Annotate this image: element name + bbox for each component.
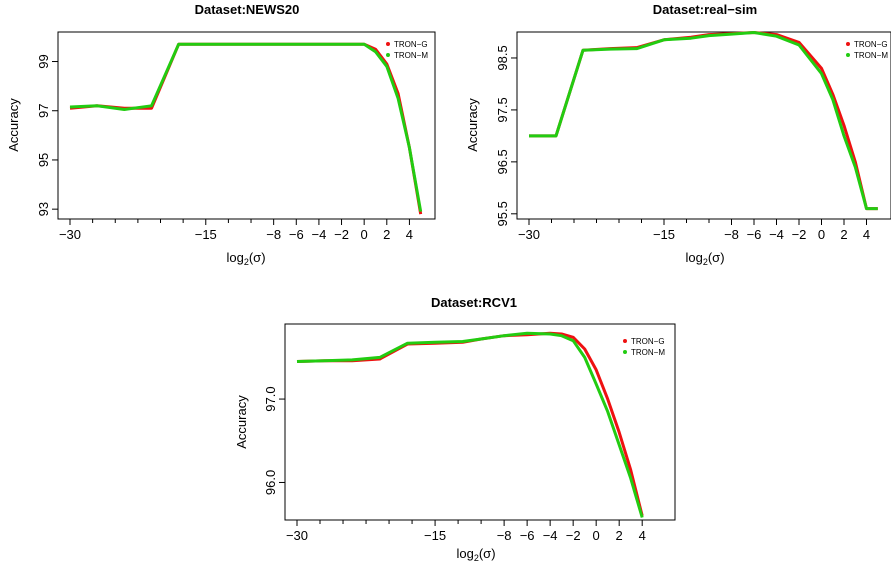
x-tick-label: −4 bbox=[311, 227, 326, 242]
x-tick-label: 2 bbox=[616, 528, 623, 543]
x-tick-label: −15 bbox=[195, 227, 217, 242]
series-line-tron-g bbox=[296, 331, 644, 517]
chart-rcv1: Dataset:RCV1 −30 −15 −8 −6 −4 −2 0 2 4 96.0 97.0 A… bbox=[234, 295, 676, 563]
x-tick-label: −30 bbox=[59, 227, 81, 242]
x-tick-label: −6 bbox=[289, 227, 304, 242]
x-axis-label: log2(σ) bbox=[226, 250, 265, 267]
chart-news20: Dataset:NEWS20 −30 −15 −8 −6 −4 −2 0 2 4 93 95 97 99… bbox=[6, 2, 436, 267]
plot-frame bbox=[57, 31, 436, 220]
chart-title: Dataset:NEWS20 bbox=[195, 2, 300, 17]
legend-marker bbox=[623, 339, 627, 343]
x-tick-label: 0 bbox=[818, 227, 825, 242]
legend-label: TRON−M bbox=[394, 51, 428, 60]
y-tick-label: 96.5 bbox=[495, 149, 510, 174]
legend-label: TRON−G bbox=[854, 40, 888, 49]
y-tick-label: 99 bbox=[36, 54, 51, 68]
x-tick-label: −8 bbox=[497, 528, 512, 543]
x-tick-label: −30 bbox=[518, 227, 540, 242]
y-axis-label: Accuracy bbox=[6, 98, 21, 152]
legend-marker bbox=[846, 53, 850, 57]
chart-title: Dataset:RCV1 bbox=[431, 295, 517, 310]
series-line-tron-m bbox=[69, 42, 423, 212]
legend-marker bbox=[846, 42, 850, 46]
x-tick-label: −8 bbox=[266, 227, 281, 242]
x-tick-label: 4 bbox=[406, 227, 413, 242]
series-line-tron-m bbox=[296, 331, 644, 518]
x-tick-label: 4 bbox=[639, 528, 646, 543]
x-axis-label: log2(σ) bbox=[685, 250, 724, 267]
x-tick-label: −4 bbox=[543, 528, 558, 543]
series-line-tron-m bbox=[529, 31, 878, 211]
y-tick-label: 97.0 bbox=[263, 386, 278, 411]
x-tick-label: −30 bbox=[286, 528, 308, 543]
x-tick-label: 0 bbox=[361, 227, 368, 242]
chart-real-sim: Dataset:real−sim −30 −15 −8 −6 −4 −2 0 2 4 95.5 96… bbox=[465, 2, 891, 267]
x-tick-label: −8 bbox=[724, 227, 739, 242]
series-line-tron-g bbox=[69, 42, 423, 215]
x-tick-label: −2 bbox=[334, 227, 349, 242]
legend-marker bbox=[386, 42, 390, 46]
x-tick-label: −6 bbox=[520, 528, 535, 543]
x-tick-label: −2 bbox=[792, 227, 807, 242]
plot-frame bbox=[516, 31, 891, 220]
x-tick-label: −15 bbox=[653, 227, 675, 242]
x-tick-label: 2 bbox=[840, 227, 847, 242]
legend-label: TRON−M bbox=[631, 348, 665, 357]
x-tick-label: −15 bbox=[424, 528, 446, 543]
chart-title: Dataset:real−sim bbox=[653, 2, 757, 17]
y-tick-label: 95 bbox=[36, 153, 51, 167]
y-tick-label: 97 bbox=[36, 104, 51, 118]
x-tick-label: −2 bbox=[566, 528, 581, 543]
legend-label: TRON−G bbox=[631, 337, 665, 346]
y-axis-label: Accuracy bbox=[465, 98, 480, 152]
plot-frame bbox=[284, 323, 676, 521]
y-tick-label: 96.0 bbox=[263, 470, 278, 495]
x-tick-label: 0 bbox=[593, 528, 600, 543]
x-tick-label: −4 bbox=[769, 227, 784, 242]
y-tick-label: 93 bbox=[36, 202, 51, 216]
x-tick-label: −6 bbox=[747, 227, 762, 242]
x-axis-label: log2(σ) bbox=[456, 546, 495, 563]
legend-marker bbox=[386, 53, 390, 57]
y-tick-label: 97.5 bbox=[495, 97, 510, 122]
y-axis-label: Accuracy bbox=[234, 395, 249, 449]
y-tick-label: 98.5 bbox=[495, 45, 510, 70]
legend-label: TRON−G bbox=[394, 40, 428, 49]
legend-marker bbox=[623, 350, 627, 354]
x-tick-label: 4 bbox=[863, 227, 870, 242]
x-tick-label: 2 bbox=[383, 227, 390, 242]
y-tick-label: 95.5 bbox=[495, 201, 510, 226]
legend-label: TRON−M bbox=[854, 51, 888, 60]
